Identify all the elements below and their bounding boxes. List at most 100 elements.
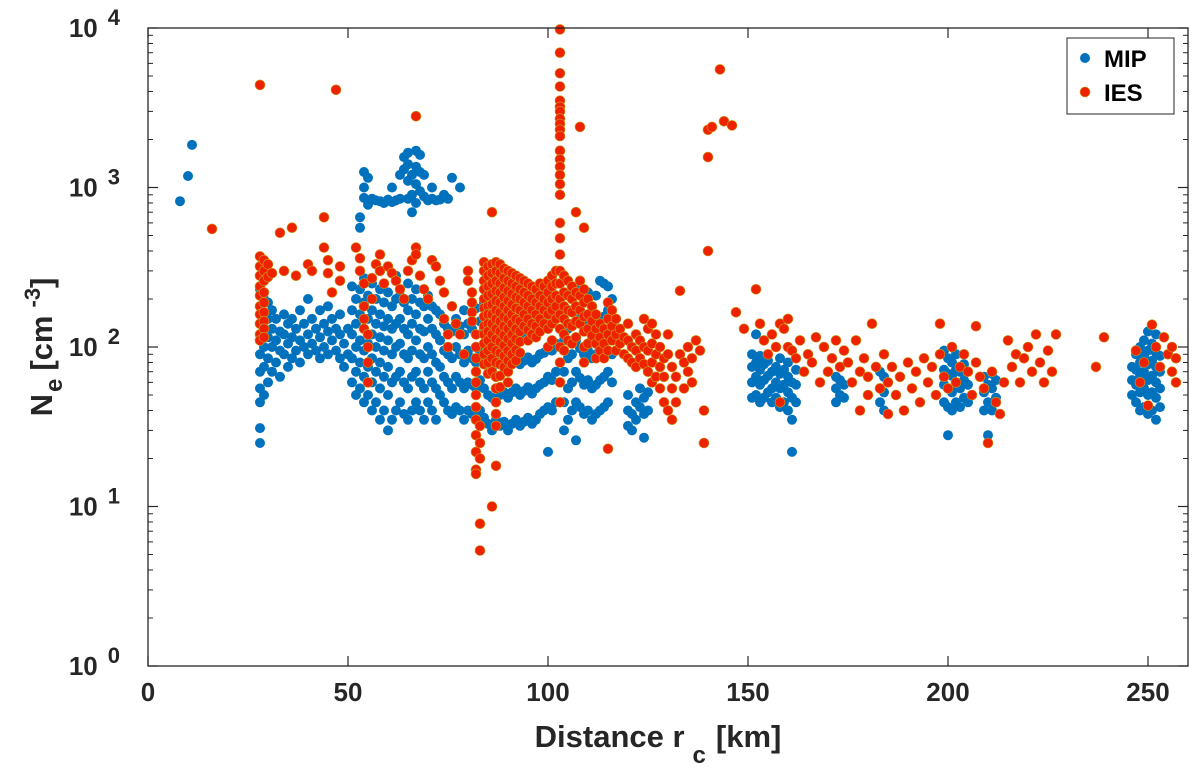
ies-point	[462, 265, 474, 277]
ies-point	[1138, 357, 1150, 368]
mip-point	[383, 313, 393, 324]
ies-point	[666, 414, 678, 426]
legend-marker-ies	[1079, 86, 1091, 98]
mip-point	[567, 405, 577, 416]
mip-point	[423, 313, 433, 324]
mip-point	[427, 182, 437, 193]
mip-point	[991, 375, 1001, 386]
mip-point	[403, 414, 413, 425]
ies-point	[322, 267, 334, 279]
ies-point	[350, 242, 362, 253]
ies-point	[846, 377, 858, 388]
mip-point	[255, 349, 265, 360]
ies-point	[726, 120, 738, 131]
ies-point	[654, 361, 666, 373]
mip-point	[271, 335, 281, 346]
ies-point	[702, 151, 714, 163]
ies-point	[554, 217, 566, 229]
mip-point	[831, 397, 841, 408]
mip-point	[627, 425, 637, 436]
ies-point	[738, 323, 750, 335]
ies-point	[930, 389, 942, 401]
mip-point	[355, 383, 365, 394]
mip-point	[175, 196, 185, 207]
ies-point	[858, 352, 870, 364]
mip-point	[395, 193, 405, 204]
ies-point	[950, 377, 962, 388]
mip-point	[303, 294, 313, 304]
ies-point	[882, 408, 894, 420]
ies-point	[934, 318, 946, 330]
mip-point	[375, 383, 385, 394]
mip-point	[547, 405, 557, 416]
ies-point	[330, 84, 342, 96]
ies-point	[486, 206, 498, 218]
mip-point	[451, 342, 461, 352]
ies-point	[262, 258, 274, 270]
mip-point	[303, 329, 313, 340]
mip-point	[419, 414, 429, 425]
mip-point	[407, 169, 417, 180]
mip-point	[407, 207, 417, 218]
ies-point	[654, 383, 666, 394]
mip-point	[407, 189, 417, 200]
ies-point	[878, 348, 890, 360]
mip-point	[335, 353, 345, 364]
ies-point	[774, 396, 786, 408]
mip-point	[387, 349, 397, 360]
mip-point	[635, 383, 645, 394]
mip-point	[295, 305, 305, 316]
mip-point	[307, 313, 317, 324]
ies-point	[554, 81, 566, 92]
mip-point	[275, 371, 285, 382]
ies-point	[470, 468, 482, 480]
mip-point	[267, 323, 277, 334]
ies-point	[554, 169, 566, 181]
mip-point	[791, 397, 801, 408]
ies-point	[318, 212, 330, 223]
mip-point	[319, 318, 329, 329]
mip-point	[439, 397, 449, 408]
x-tick-label: 200	[926, 677, 969, 707]
ies-point	[890, 389, 902, 401]
x-axis-ticks: 0 50 100 150 200 250	[141, 28, 1170, 707]
mip-point	[543, 446, 553, 457]
mip-point	[383, 361, 393, 372]
ies-point	[606, 304, 618, 316]
mip-point	[299, 342, 309, 352]
ies-point	[418, 283, 430, 295]
y-tick-exponent: 0	[108, 643, 120, 668]
ies-point	[838, 345, 850, 356]
ies-point	[730, 306, 742, 318]
mip-point	[411, 366, 421, 377]
ies-point	[474, 518, 486, 530]
ies-point	[770, 341, 782, 353]
ies-point	[466, 297, 478, 308]
ies-point	[362, 341, 374, 353]
mip-point	[255, 438, 265, 448]
mip-point	[459, 414, 469, 425]
mip-point	[643, 387, 653, 398]
legend-marker-mip	[1080, 53, 1090, 63]
ies-point	[882, 377, 894, 388]
ies-point	[266, 267, 278, 279]
mip-point	[379, 321, 389, 332]
ies-point	[274, 227, 286, 239]
mip-point	[283, 361, 293, 372]
ies-point	[966, 389, 978, 401]
ies-point	[258, 297, 270, 308]
ies-point	[762, 348, 774, 360]
ies-point	[862, 371, 874, 383]
mip-point	[327, 313, 337, 324]
mip-point	[383, 390, 393, 400]
ies-point	[806, 357, 818, 368]
ies-point	[970, 357, 982, 368]
ies-point	[698, 437, 710, 449]
ies-point	[1014, 377, 1026, 388]
ies-point	[394, 283, 406, 295]
ies-point	[962, 366, 974, 378]
ies-point	[990, 396, 1002, 408]
ies-point	[1154, 361, 1166, 373]
mip-point	[559, 366, 569, 377]
ies-point	[766, 329, 778, 340]
